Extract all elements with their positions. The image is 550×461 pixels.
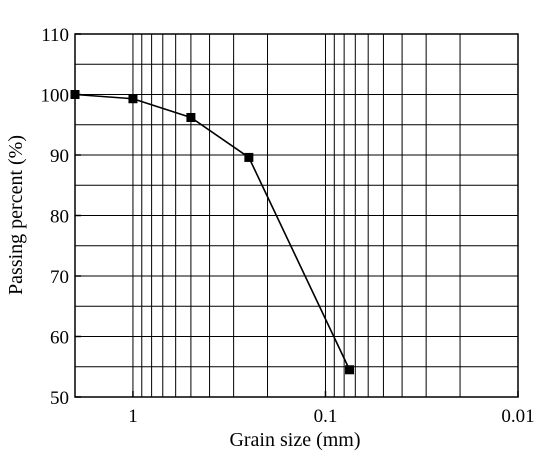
- axes: [74, 33, 519, 398]
- x-tick-label: 0.1: [314, 406, 338, 427]
- y-tick-label: 110: [41, 25, 69, 46]
- x-tick-label: 1: [128, 406, 138, 427]
- y-tick-label: 90: [50, 146, 69, 167]
- data-point-marker: [345, 365, 355, 375]
- x-axis-title: Grain size (mm): [229, 429, 360, 451]
- y-tick-label: 80: [50, 207, 69, 228]
- y-tick-label: 70: [50, 267, 69, 288]
- x-tick-label: 0.01: [501, 406, 534, 427]
- series-polyline: [74, 93, 351, 371]
- y-tick-label: 100: [41, 86, 70, 107]
- data-point-marker: [186, 112, 196, 122]
- y-tick-label: 60: [50, 328, 69, 349]
- tick-labels: 1 0.1 0.01 50 60 70 80 90 100 110: [41, 25, 535, 427]
- series-line: [70, 90, 355, 375]
- y-axis-title: Passing percent (%): [5, 135, 27, 295]
- grid-lines: [75, 34, 518, 397]
- data-point-marker: [244, 152, 254, 162]
- data-point-marker: [128, 94, 138, 104]
- y-tick-label: 50: [50, 388, 69, 409]
